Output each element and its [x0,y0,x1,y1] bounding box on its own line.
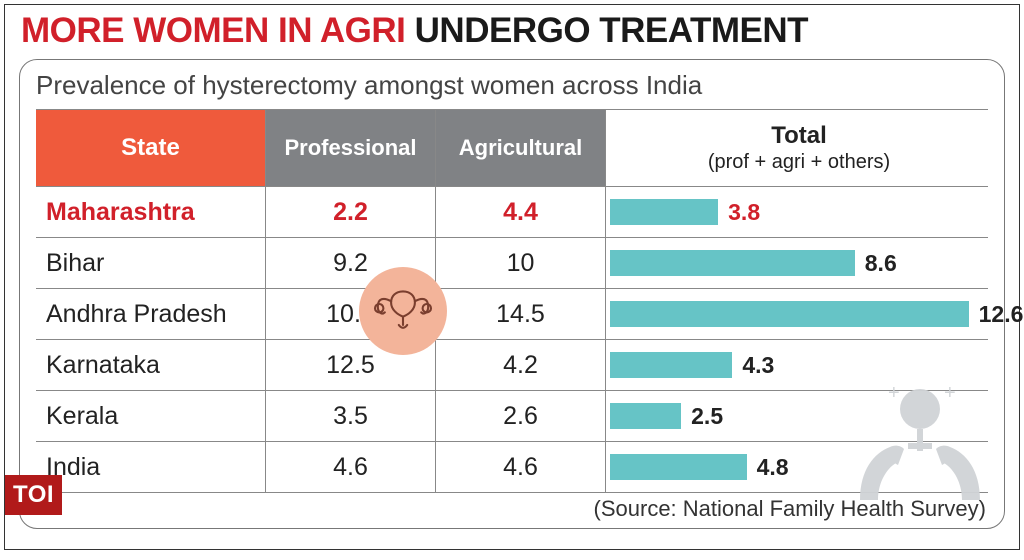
total-bar [610,454,747,480]
cell-agri: 4.6 [436,442,606,492]
total-bar [610,199,718,225]
headline: MORE WOMEN IN AGRI UNDERGO TREATMENT [5,5,1019,53]
cell-agri: 14.5 [436,289,606,339]
cell-agri: 2.6 [436,391,606,441]
table-row: Karnataka12.54.24.3 [36,340,988,391]
total-bar-label: 2.5 [691,403,723,429]
col-agri-header: Agricultural [436,110,606,186]
table-row: Maharashtra2.24.4 3.8 [36,187,988,238]
card: Prevalence of hysterectomy amongst women… [19,59,1005,529]
total-bar-label: 8.6 [865,250,897,276]
col-state-header: State [36,110,266,186]
cell-prof: 3.5 [266,391,436,441]
cell-state: Maharashtra [36,187,266,237]
toi-badge: TOI [5,475,62,515]
total-bar-label: 12.6 [979,301,1024,327]
total-bar [610,301,969,327]
col-prof-header: Professional [266,110,436,186]
svg-text:+: + [944,382,956,404]
hands-female-icon: + + [850,375,990,500]
table-row: Kerala3.52.6 2.5 [36,391,988,442]
total-bar [610,352,732,378]
cell-state: Andhra Pradesh [36,289,266,339]
cell-state: Karnataka [36,340,266,390]
cell-prof: 2.2 [266,187,436,237]
table-header: State Professional Agricultural Total (p… [36,109,988,187]
col-total-header: Total (prof + agri + others) [606,110,988,186]
infographic-frame: MORE WOMEN IN AGRI UNDERGO TREATMENT Pre… [4,4,1020,550]
table-row: Bihar9.2108.6 [36,238,988,289]
cell-state: Bihar [36,238,266,288]
total-bar-label: 4.8 [757,454,789,480]
subtitle: Prevalence of hysterectomy amongst women… [36,70,988,101]
cell-agri: 4.4 [436,187,606,237]
total-bar-label: 3.8 [728,199,760,225]
svg-text:+: + [888,382,900,404]
cell-total: 3.8 [606,187,988,237]
table-row: Andhra Pradesh10.314.512.6 [36,289,988,340]
cell-state: Kerala [36,391,266,441]
uterus-icon [359,267,447,355]
cell-agri: 10 [436,238,606,288]
headline-red: MORE WOMEN IN AGRI [21,11,405,50]
col-total-header-line1: Total [610,122,988,151]
total-bar [610,250,855,276]
headline-black: UNDERGO TREATMENT [405,11,808,50]
col-total-header-line2: (prof + agri + others) [610,150,988,174]
total-bar [610,403,681,429]
cell-agri: 4.2 [436,340,606,390]
data-table: State Professional Agricultural Total (p… [36,109,988,493]
cell-state: India [36,442,266,492]
total-bar-label: 4.3 [742,352,774,378]
cell-total: 12.6 [606,289,988,339]
cell-total: 8.6 [606,238,988,288]
table-row: India4.64.64.8 [36,442,988,493]
cell-prof: 4.6 [266,442,436,492]
